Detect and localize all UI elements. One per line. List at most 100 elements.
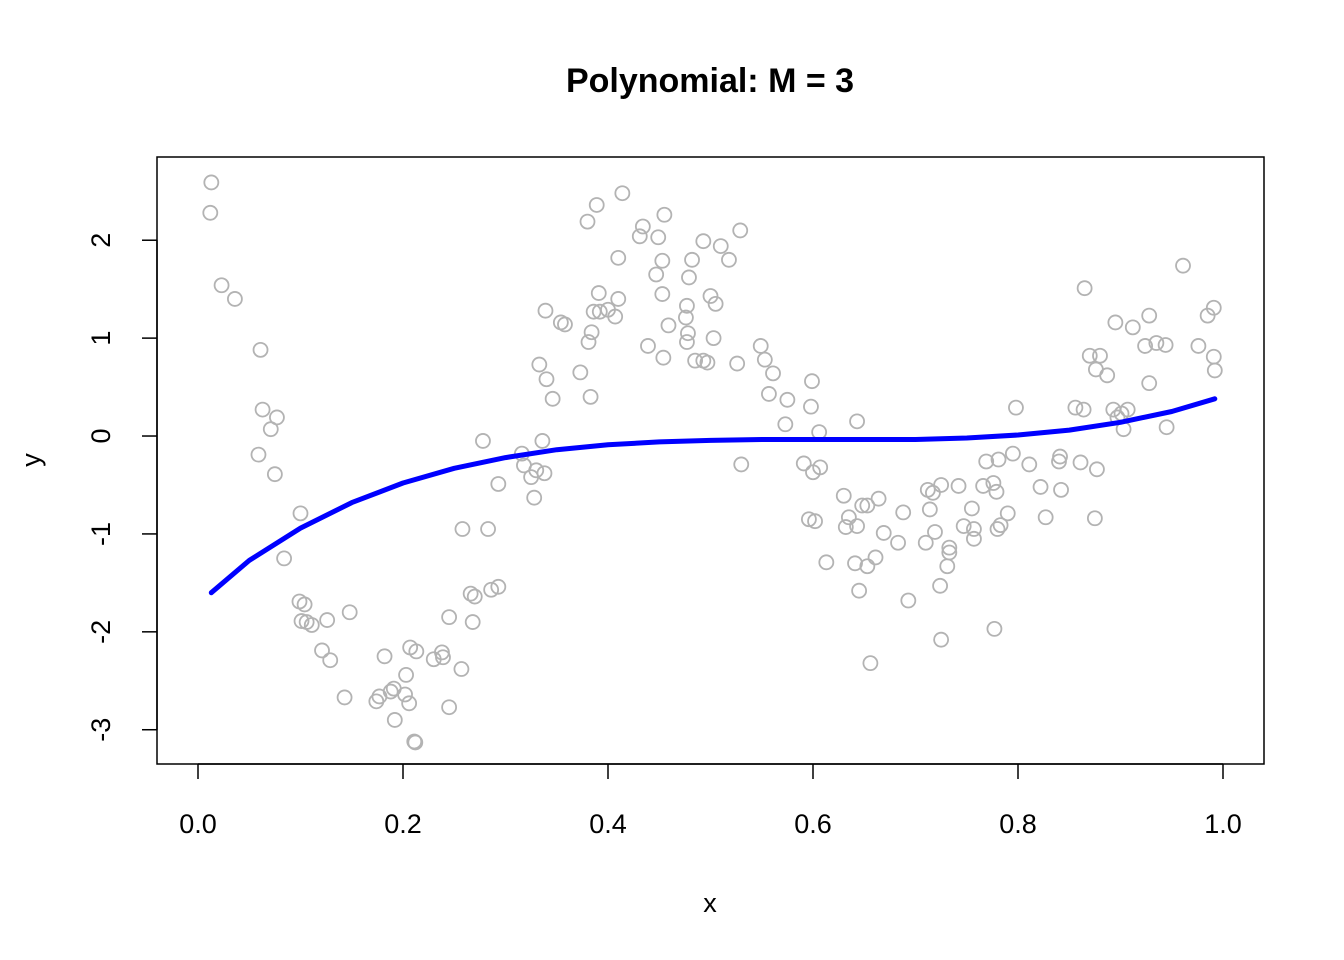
data-point	[777, 416, 794, 433]
data-point	[202, 204, 219, 221]
x-tick-label: 0.6	[794, 809, 832, 839]
data-point	[483, 581, 500, 598]
data-point	[1076, 280, 1093, 297]
data-point	[314, 642, 330, 659]
data-point	[921, 501, 938, 518]
x-tick-label: 0.2	[384, 809, 422, 839]
data-point	[1081, 347, 1098, 364]
data-point	[765, 365, 781, 382]
data-point	[536, 465, 553, 482]
data-point	[1175, 257, 1191, 274]
data-point	[801, 511, 817, 528]
y-axis: -3 -2 -1 0 1 2	[86, 233, 158, 742]
y-tick-label: 2	[86, 233, 116, 248]
data-point	[254, 401, 271, 418]
data-point	[475, 433, 491, 449]
data-point	[812, 459, 829, 476]
data-point	[1075, 401, 1092, 418]
data-point	[807, 513, 823, 530]
data-point	[999, 505, 1016, 522]
data-point	[1089, 461, 1105, 478]
data-point	[462, 585, 479, 602]
data-point	[588, 197, 605, 213]
x-axis-label: x	[703, 888, 717, 918]
data-point	[687, 352, 704, 369]
data-point	[1107, 314, 1124, 331]
data-point	[1205, 299, 1222, 316]
data-point	[955, 518, 972, 534]
chart-title: Polynomial: M = 3	[566, 62, 854, 100]
data-point	[1148, 335, 1165, 351]
data-point	[875, 525, 892, 541]
data-point	[490, 476, 507, 492]
data-point	[276, 550, 293, 567]
data-point	[895, 504, 912, 521]
data-point	[990, 451, 1007, 468]
data-point	[382, 683, 399, 700]
data-point	[538, 371, 555, 388]
data-point	[266, 466, 283, 483]
data-point	[660, 317, 677, 334]
data-point	[654, 286, 671, 302]
data-point	[851, 582, 868, 599]
data-point	[292, 505, 309, 522]
data-point	[992, 517, 1009, 534]
scatter-points	[202, 174, 1223, 751]
data-point	[1157, 337, 1174, 353]
data-point	[1086, 510, 1103, 527]
data-point	[1067, 399, 1084, 416]
data-point	[1206, 362, 1223, 379]
data-point	[590, 285, 607, 301]
data-point	[654, 252, 671, 269]
data-point	[870, 490, 887, 507]
data-point	[610, 291, 627, 307]
data-point	[849, 413, 865, 430]
data-point	[572, 364, 589, 381]
data-point	[583, 324, 600, 341]
data-point	[862, 655, 879, 672]
data-point	[296, 596, 313, 613]
data-point	[989, 521, 1006, 537]
data-point	[398, 667, 414, 683]
data-point	[1037, 509, 1054, 526]
data-point	[950, 478, 967, 494]
data-point	[648, 266, 665, 283]
data-point	[226, 291, 243, 307]
data-point	[490, 578, 507, 595]
data-point	[435, 649, 451, 666]
data-point	[1008, 399, 1024, 416]
data-point	[1004, 445, 1021, 462]
data-point	[702, 288, 719, 304]
data-point	[454, 521, 471, 537]
data-point	[397, 686, 413, 703]
data-point	[1021, 456, 1038, 473]
data-point	[680, 325, 696, 342]
data-point	[580, 334, 597, 350]
data-point	[1205, 348, 1222, 365]
data-point	[779, 391, 796, 408]
data-point	[756, 351, 773, 368]
data-point	[1124, 319, 1141, 336]
data-point	[849, 518, 865, 534]
plot-frame	[156, 156, 1265, 765]
data-point	[250, 446, 267, 463]
data-point	[544, 390, 561, 407]
data-point	[684, 251, 700, 268]
data-point	[319, 612, 336, 628]
data-point	[1052, 448, 1068, 465]
fit-line-group	[208, 396, 1218, 596]
data-point	[939, 558, 956, 575]
data-point	[818, 554, 835, 571]
y-tick-label: 1	[86, 331, 116, 346]
data-point	[837, 519, 854, 535]
x-tick-label: 0.0	[179, 809, 217, 839]
data-point	[941, 544, 958, 561]
data-point	[927, 524, 943, 540]
data-point	[466, 588, 483, 605]
data-point	[341, 604, 358, 621]
data-point	[804, 373, 820, 390]
data-point	[528, 462, 545, 479]
data-point	[679, 334, 695, 350]
data-point	[1092, 347, 1108, 364]
